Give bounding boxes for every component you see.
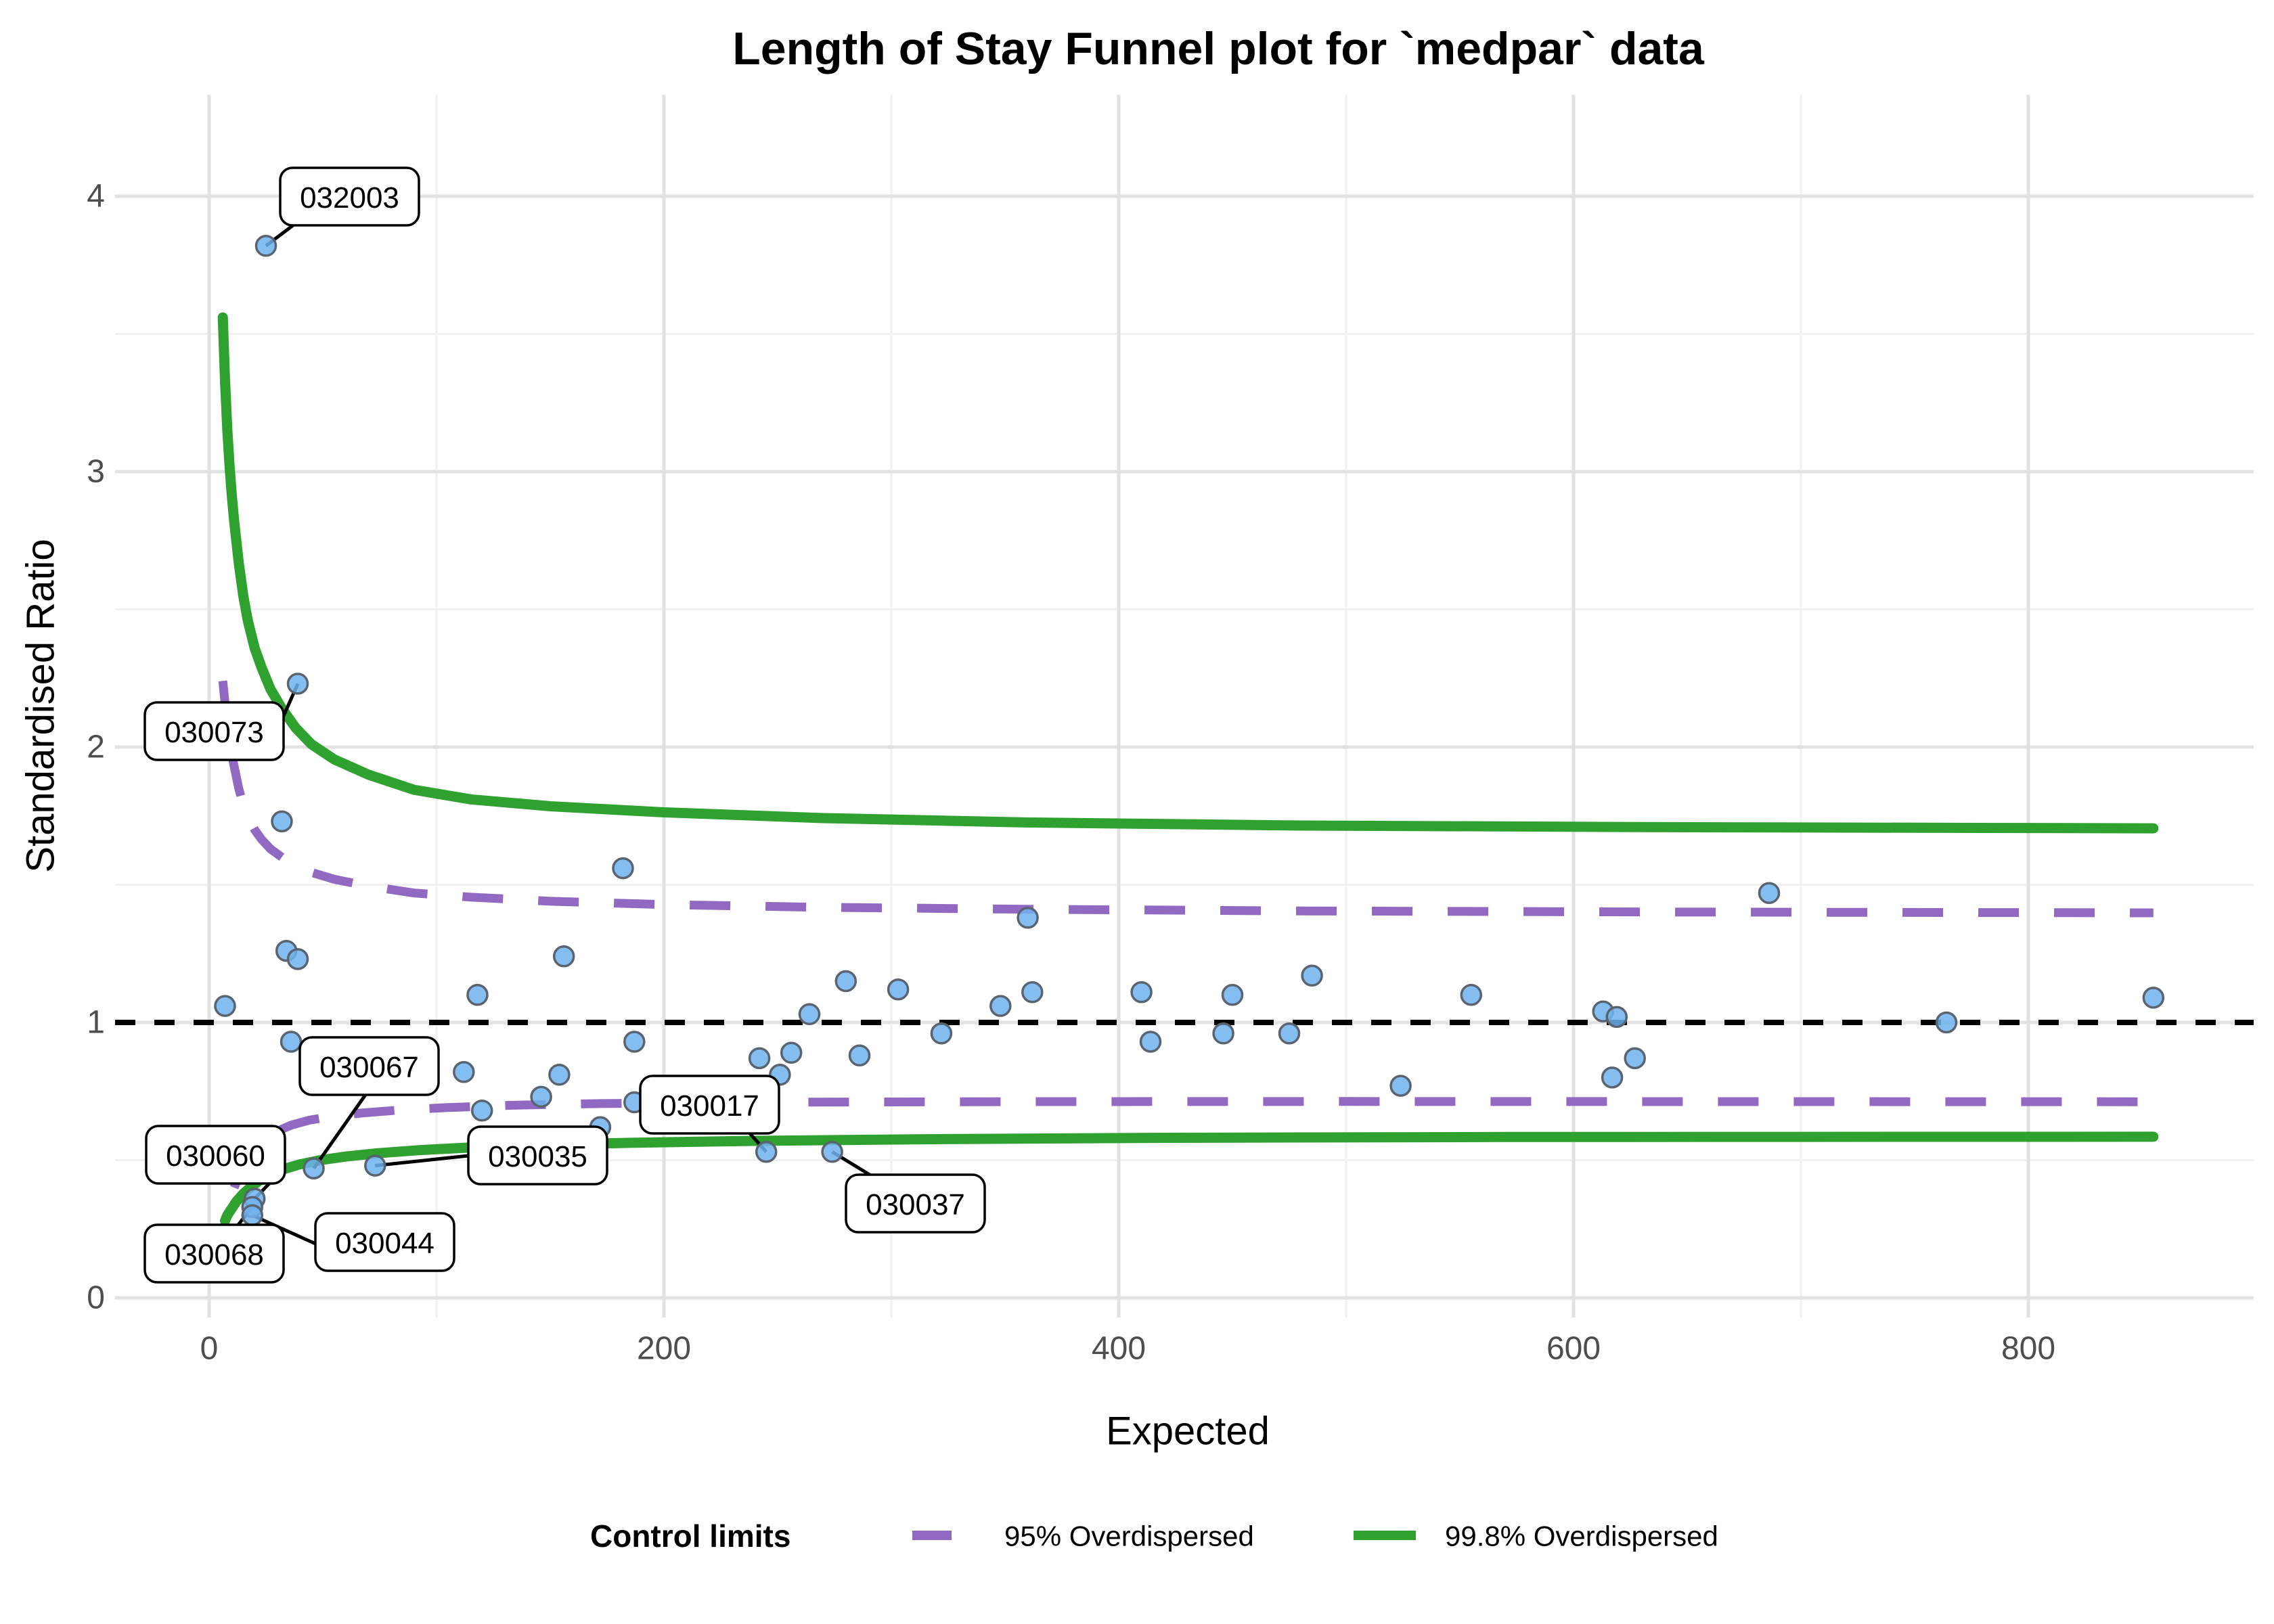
point-label-box (314, 1212, 455, 1272)
point-label-box (143, 1223, 285, 1284)
data-point (930, 1022, 953, 1045)
data-point (470, 1099, 493, 1122)
x-tick-label: 400 (1092, 1331, 1146, 1367)
data-point (1212, 1022, 1234, 1045)
point-label-box (845, 1173, 986, 1234)
data-point (1139, 1031, 1162, 1053)
data-point (254, 235, 277, 257)
x-axis-title: Expected (1106, 1409, 1270, 1453)
data-point (848, 1044, 871, 1067)
point-label-boxes: 032003 030073 030067 030060 030068 030044 0300… (143, 166, 986, 1284)
data-point (1130, 980, 1153, 1003)
y-tick-label: 4 (87, 179, 105, 215)
data-point (1221, 984, 1244, 1006)
data-point (748, 1047, 771, 1070)
point-label-box (279, 166, 420, 227)
data-point (821, 1141, 843, 1163)
data-point (271, 810, 293, 833)
data-point (1301, 964, 1323, 987)
y-tick-label: 3 (87, 454, 105, 490)
point-label-box (639, 1075, 780, 1135)
x-tick-label: 800 (2001, 1331, 2055, 1367)
control-limit-998-upper (217, 312, 2159, 834)
data-point (1758, 882, 1781, 904)
data-point (280, 1031, 303, 1053)
data-point (780, 1041, 803, 1064)
data-point (1935, 1011, 1958, 1034)
data-point (612, 857, 634, 880)
data-point (1605, 1006, 1628, 1029)
y-tick-label: 1 (87, 1005, 105, 1041)
legend-label-998: 99.8% Overdispersed (1445, 1520, 1718, 1552)
point-label-text: 030017 (660, 1089, 759, 1123)
data-point (1021, 980, 1044, 1003)
control-limit-95-upper (218, 680, 2154, 918)
point-label-text: 032003 (300, 181, 399, 215)
data-point (453, 1061, 475, 1083)
data-point (2142, 987, 2165, 1009)
label-leader-line (312, 1093, 367, 1170)
data-point (1460, 984, 1483, 1006)
data-point (798, 1003, 821, 1026)
data-point (623, 1031, 646, 1053)
y-axis-title: Standardised Ratio (19, 539, 63, 872)
legend-key-95-dash (912, 1531, 952, 1540)
data-point (364, 1154, 386, 1177)
x-tick-label: 600 (1546, 1331, 1601, 1367)
legend-label-95: 95% Overdispersed (1004, 1520, 1254, 1552)
x-tick-label: 200 (637, 1331, 691, 1367)
point-label-text: 030044 (335, 1227, 434, 1260)
data-point (286, 673, 309, 695)
point-label-box (467, 1125, 608, 1186)
plot-title: Length of Stay Funnel plot for `medpar` … (732, 23, 1705, 74)
point-label-text: 030067 (319, 1051, 419, 1084)
x-tick-label: 0 (200, 1331, 219, 1367)
y-tick-label: 2 (87, 729, 105, 765)
data-point (214, 995, 236, 1017)
label-leader-line (375, 1154, 469, 1168)
data-point (241, 1204, 264, 1227)
data-point (834, 970, 857, 993)
data-point (286, 948, 309, 970)
legend-title: Control limits (590, 1518, 790, 1554)
point-label-box (143, 701, 285, 761)
point-label-text: 030068 (164, 1238, 264, 1271)
point-label-box (145, 1125, 286, 1185)
data-point (1601, 1066, 1624, 1089)
data-point (755, 1141, 778, 1163)
data-point (989, 995, 1012, 1017)
data-point (548, 1064, 571, 1086)
legend-key-998-line (1354, 1531, 1416, 1540)
data-point (466, 984, 489, 1006)
data-point (303, 1157, 325, 1179)
axis-tick-labels: 0 1 2 3 4 0 200 400 600 800 (87, 179, 2055, 1367)
point-label-text: 030037 (866, 1188, 965, 1221)
data-point (530, 1085, 552, 1108)
point-label-text: 030073 (164, 716, 264, 749)
data-point (887, 978, 910, 1001)
data-point (552, 945, 575, 968)
label-leader-line (251, 1213, 317, 1246)
data-point (1278, 1022, 1301, 1045)
legend: Control limits 95% Overdispersed 99.8% O… (590, 1518, 1718, 1554)
data-point (1624, 1047, 1646, 1070)
data-point (1017, 907, 1039, 929)
point-label-text: 030035 (488, 1140, 587, 1173)
y-tick-label: 0 (87, 1280, 105, 1316)
data-points (214, 235, 2165, 1227)
control-limit-curves (217, 312, 2159, 1226)
control-limit-998-lower (220, 1131, 2159, 1226)
data-point (1389, 1075, 1412, 1097)
point-label-text: 030060 (166, 1140, 265, 1173)
point-label-box (298, 1036, 440, 1096)
